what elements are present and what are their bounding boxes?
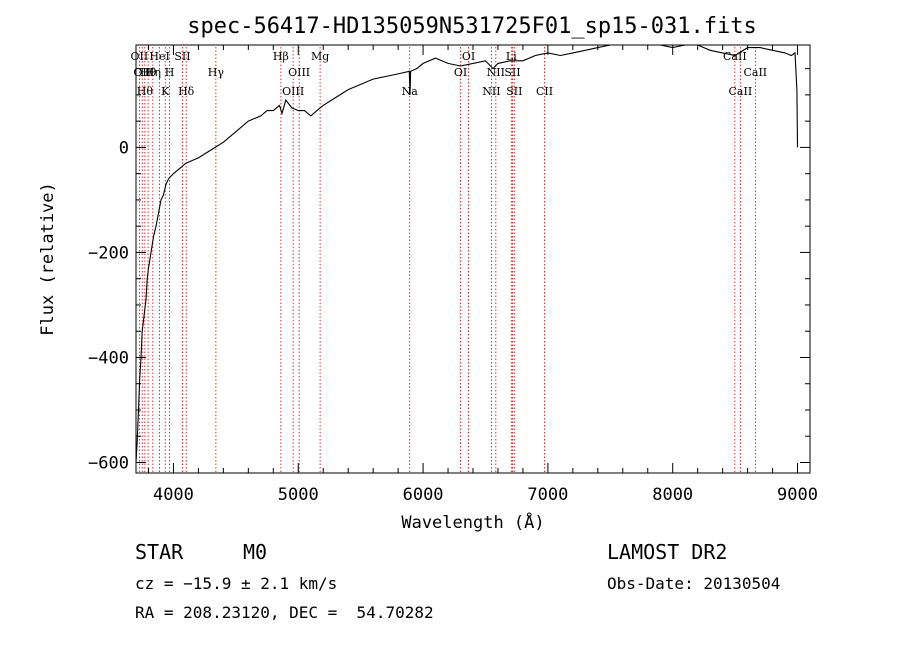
spectrum-line bbox=[135, 44, 799, 463]
line-marker-label: OII bbox=[131, 50, 149, 63]
line-marker-label: Hβ bbox=[273, 50, 289, 63]
plot-frame bbox=[135, 44, 811, 474]
coordinates: RA = 208.23120, DEC = 54.70282 bbox=[135, 603, 434, 622]
line-marker-label: CaII bbox=[729, 85, 753, 98]
y-tick-label: −600 bbox=[88, 453, 129, 473]
line-marker-label: NII bbox=[482, 85, 500, 98]
x-axis-ticks: 4000 5000 6000 7000 8000 9000 bbox=[147, 45, 818, 505]
object-class: STAR bbox=[135, 540, 184, 564]
line-marker-label: H bbox=[165, 66, 175, 79]
line-marker-label: Hδ bbox=[178, 85, 195, 98]
line-marker-label: SII bbox=[174, 50, 190, 63]
y-axis-ticks: −600 −400 −200 0 bbox=[88, 68, 810, 473]
line-marker-label: Hθ bbox=[140, 66, 157, 79]
y-tick-label: −200 bbox=[88, 243, 129, 263]
line-marker-label: OI bbox=[454, 66, 467, 79]
x-tick-label: 7000 bbox=[527, 485, 568, 505]
line-marker-label: CaII bbox=[723, 50, 747, 63]
x-tick-label: 5000 bbox=[278, 485, 319, 505]
x-tick-label: 8000 bbox=[652, 485, 693, 505]
line-marker-label: Hθ bbox=[137, 85, 154, 98]
observation-date: Obs-Date: 20130504 bbox=[607, 574, 781, 593]
line-marker-label: OII bbox=[133, 66, 151, 79]
y-tick-label: 0 bbox=[119, 138, 129, 158]
y-tick-label: −400 bbox=[88, 348, 129, 368]
line-marker-label: SII bbox=[504, 66, 520, 79]
x-tick-label: 9000 bbox=[777, 485, 818, 505]
line-marker-label: CaII bbox=[743, 66, 767, 79]
line-marker-label: OIII bbox=[282, 85, 304, 98]
line-marker-label: Mg bbox=[311, 50, 329, 63]
line-marker-label: HeI bbox=[149, 50, 169, 63]
line-marker-label: OI bbox=[462, 50, 475, 63]
x-axis-label: Wavelength (Å) bbox=[401, 511, 544, 533]
line-marker-label: SII bbox=[506, 85, 522, 98]
x-tick-label: 4000 bbox=[153, 485, 194, 505]
x-tick-label: 6000 bbox=[403, 485, 444, 505]
line-markers bbox=[138, 47, 756, 473]
line-marker-label: Hγ bbox=[208, 66, 225, 79]
line-marker-label: Hη bbox=[145, 66, 161, 79]
line-marker-label: NII bbox=[487, 66, 505, 79]
line-marker-label: CII bbox=[536, 85, 553, 98]
y-axis-label: Flux (relative) bbox=[38, 182, 58, 336]
survey-name: LAMOST DR2 bbox=[607, 540, 728, 564]
chart-title: spec-56417-HD135059N531725F01_sp15-031.f… bbox=[187, 14, 757, 39]
line-marker-label: Li bbox=[506, 50, 517, 63]
line-marker-label: K bbox=[161, 85, 170, 98]
redshift-cz: cz = −15.9 ± 2.1 km/s bbox=[135, 574, 338, 593]
object-subclass: M0 bbox=[243, 540, 268, 564]
line-marker-labels: OIIOIIHθHθHηHeIKHSIIHδHγHβOIIIOIIIMgNaOI… bbox=[131, 50, 768, 98]
line-marker-label: OIII bbox=[288, 66, 310, 79]
